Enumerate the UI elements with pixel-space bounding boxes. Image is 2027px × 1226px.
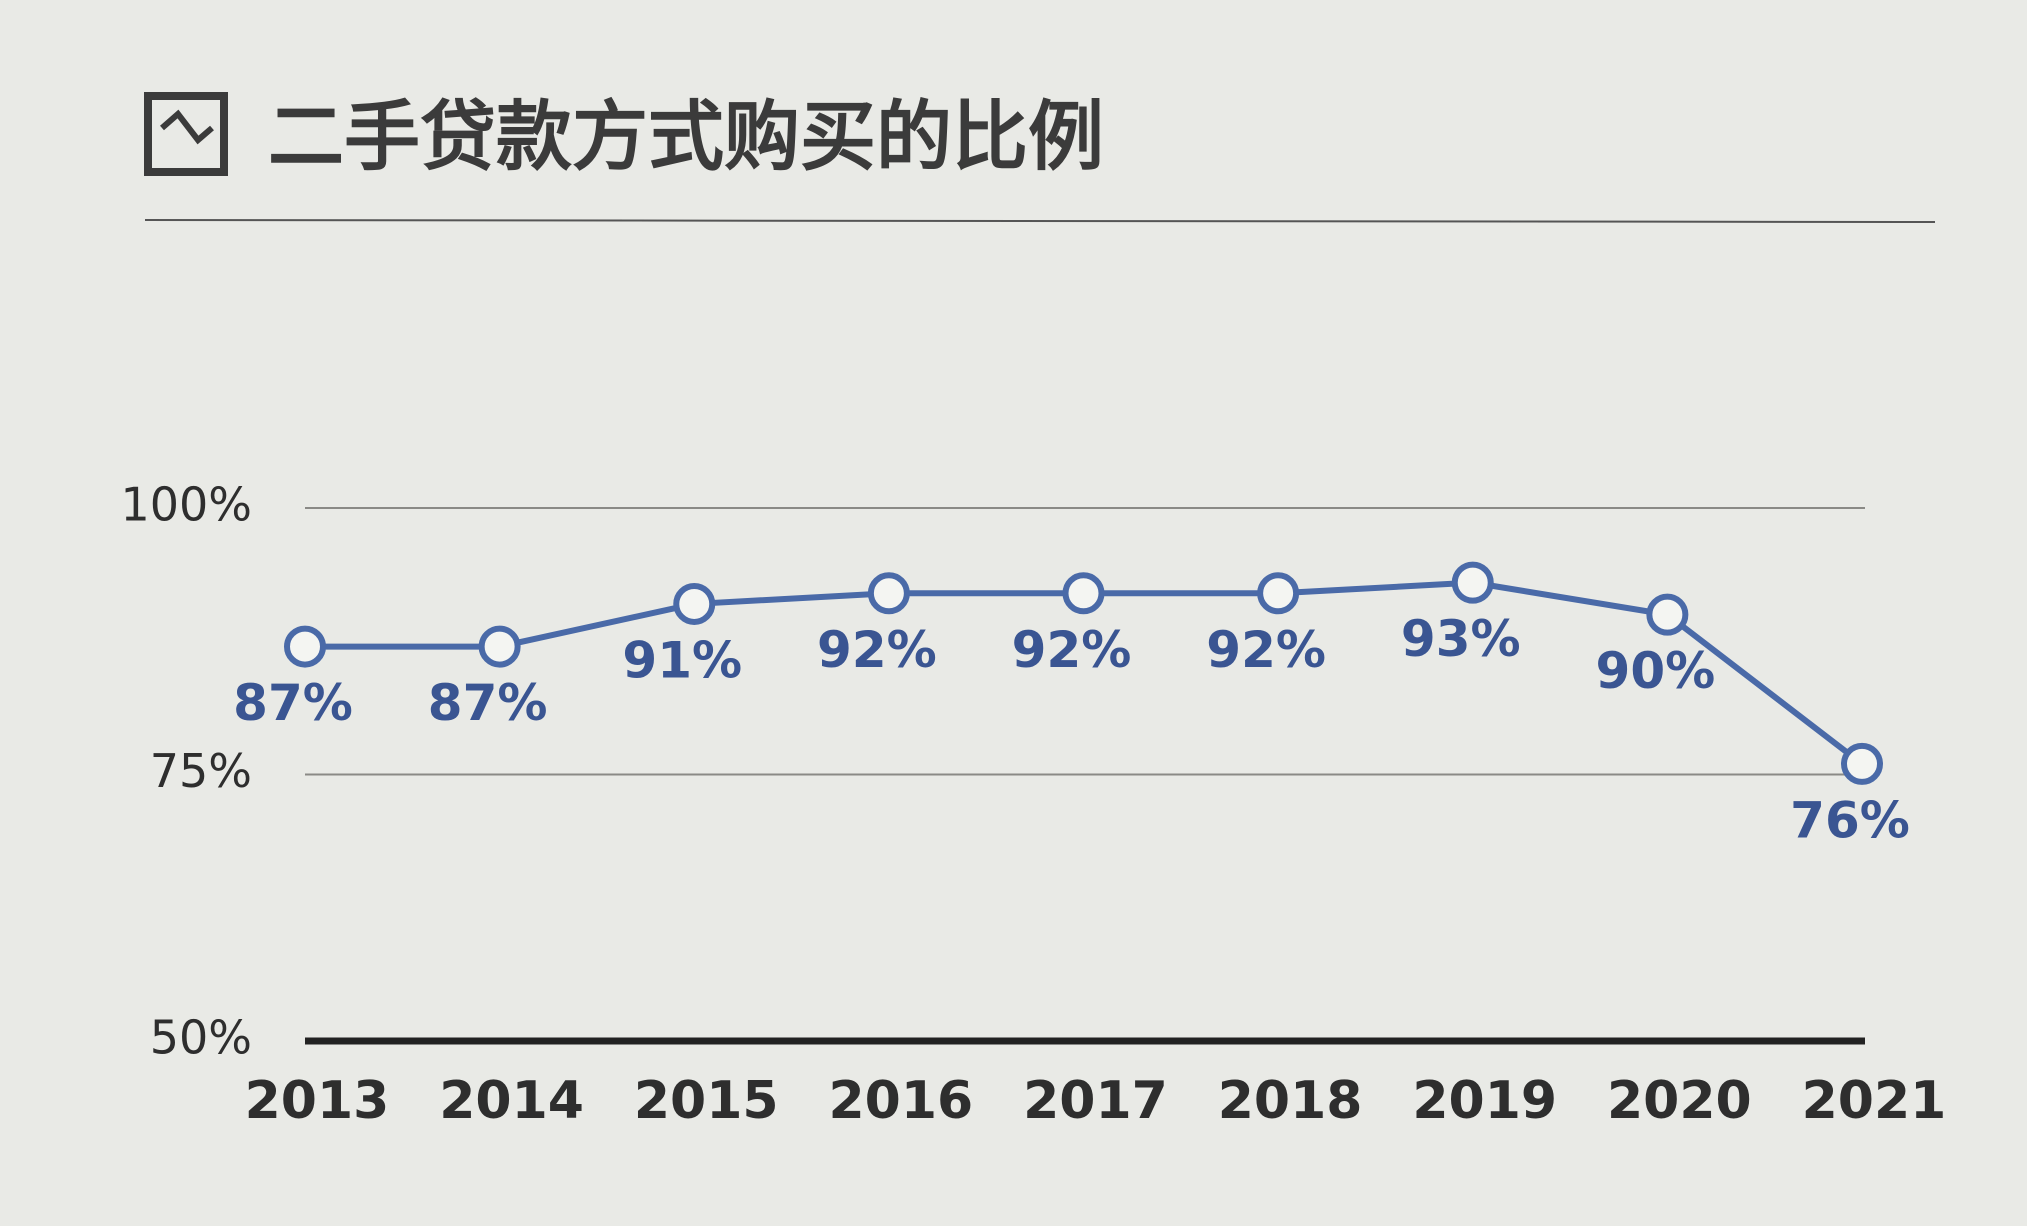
x-tick-label: 2013	[245, 1071, 390, 1131]
x-tick-label: 2018	[1218, 1071, 1363, 1131]
x-tick-label: 2014	[439, 1071, 584, 1131]
y-tick-label: 50%	[150, 1011, 252, 1065]
value-label: 93%	[1401, 610, 1521, 668]
data-point	[1451, 561, 1494, 604]
x-tick-label: 2021	[1802, 1071, 1947, 1131]
value-label: 92%	[1012, 621, 1132, 679]
data-point	[673, 582, 716, 625]
data-point	[1062, 572, 1105, 615]
chart-title: 二手贷款方式购买的比例	[268, 92, 1104, 181]
value-label: 90%	[1596, 642, 1716, 700]
x-tick-label: 2015	[634, 1071, 779, 1131]
x-tick-label: 2016	[829, 1071, 974, 1131]
data-point	[1257, 572, 1300, 615]
value-label: 87%	[233, 674, 353, 732]
value-label: 76%	[1790, 791, 1910, 849]
title-icon	[144, 92, 228, 176]
value-label: 91%	[622, 631, 742, 689]
value-label: 87%	[428, 674, 548, 732]
data-point	[1841, 742, 1883, 785]
y-tick-label: 75%	[150, 744, 252, 798]
data-point	[284, 625, 326, 668]
x-tick-label: 2020	[1607, 1071, 1752, 1131]
data-point	[867, 572, 910, 615]
title-rule	[144, 219, 1936, 223]
value-label: 92%	[817, 621, 937, 679]
value-label: 92%	[1206, 621, 1326, 679]
data-point	[1646, 593, 1689, 636]
x-tick-label: 2017	[1023, 1071, 1168, 1131]
y-tick-label: 100%	[120, 478, 252, 532]
data-point	[478, 625, 521, 668]
x-tick-label: 2019	[1412, 1071, 1557, 1131]
